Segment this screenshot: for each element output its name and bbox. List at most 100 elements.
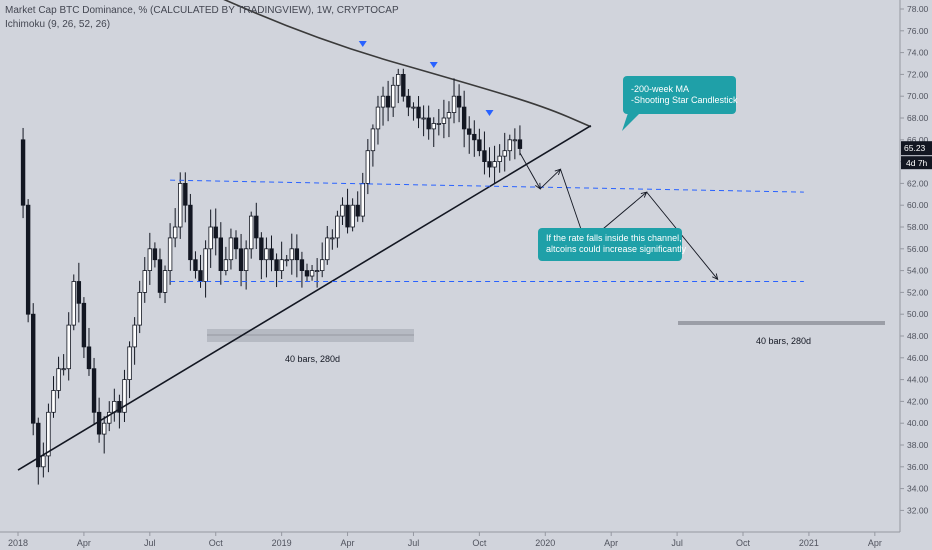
y-tick-label: 60.00 bbox=[907, 200, 929, 210]
candle-down bbox=[213, 226, 218, 239]
candle-up bbox=[101, 422, 107, 435]
candle-up bbox=[147, 248, 153, 272]
candle-up bbox=[497, 155, 502, 162]
support-trendline bbox=[17, 124, 592, 471]
candle-up bbox=[436, 123, 442, 125]
candle-down bbox=[96, 411, 102, 435]
range-label-right: 40 bars, 280d bbox=[756, 336, 812, 346]
candle-up bbox=[411, 106, 416, 109]
countdown-label: 4d 7h bbox=[906, 158, 928, 168]
candle-down bbox=[461, 106, 467, 130]
y-tick-label: 74.00 bbox=[907, 48, 929, 58]
x-tick-label: Oct bbox=[472, 538, 487, 548]
candle-down bbox=[20, 139, 26, 206]
candle-up bbox=[375, 106, 381, 130]
ma-callout[interactable]: -200-week MA -Shooting Star Candlestick bbox=[623, 76, 738, 114]
projection-segment bbox=[646, 191, 719, 280]
y-tick-label: 62.00 bbox=[907, 178, 929, 188]
ma-callout-line-2: -Shooting Star Candlestick bbox=[631, 95, 738, 105]
candle-down bbox=[157, 259, 163, 293]
candle-down bbox=[482, 150, 487, 162]
candle-up bbox=[431, 123, 436, 130]
channel-callout[interactable]: If the rate falls inside this channel, a… bbox=[538, 228, 686, 261]
candle-down bbox=[294, 248, 300, 261]
candle-down bbox=[91, 368, 97, 413]
candle-down bbox=[406, 95, 411, 108]
x-tick-label: 2018 bbox=[8, 538, 28, 548]
candle-up bbox=[284, 259, 289, 262]
y-tick-label: 50.00 bbox=[907, 309, 929, 319]
channel-upper-line bbox=[170, 179, 804, 193]
candle-up bbox=[279, 259, 284, 272]
candle-up bbox=[502, 150, 507, 157]
range-bar-right bbox=[678, 321, 885, 325]
candle-down bbox=[385, 95, 391, 108]
ma-callout-pointer bbox=[622, 113, 640, 131]
candle-down bbox=[86, 346, 92, 370]
candle-down bbox=[345, 204, 350, 228]
y-tick-label: 66.00 bbox=[907, 135, 929, 145]
y-tick-label: 68.00 bbox=[907, 113, 929, 123]
candle-up bbox=[228, 237, 234, 261]
candle-up bbox=[56, 368, 61, 391]
range-label-left: 40 bars, 280d bbox=[285, 354, 341, 364]
candle-down bbox=[198, 270, 203, 282]
x-tick-label: Oct bbox=[736, 538, 751, 548]
candle-down bbox=[304, 270, 310, 277]
candle-down bbox=[299, 259, 305, 272]
x-tick-label: Oct bbox=[209, 538, 224, 548]
candle-up bbox=[61, 368, 66, 371]
candle-down bbox=[467, 128, 472, 135]
candle-down bbox=[487, 161, 492, 168]
candle-up bbox=[172, 226, 178, 239]
candle-up bbox=[178, 182, 183, 228]
channel-callout-line-1: If the rate falls inside this channel, bbox=[546, 233, 682, 243]
candle-up bbox=[360, 182, 365, 217]
x-tick-label: Apr bbox=[604, 538, 618, 548]
candle-up bbox=[365, 150, 371, 184]
candle-up bbox=[396, 74, 401, 86]
y-tick-label: 46.00 bbox=[907, 353, 929, 363]
projection-segment bbox=[539, 168, 561, 190]
y-tick-label: 48.00 bbox=[907, 331, 929, 341]
y-tick-label: 76.00 bbox=[907, 26, 929, 36]
candle-up bbox=[137, 291, 142, 326]
candle-down bbox=[456, 95, 462, 108]
candle-down bbox=[416, 106, 421, 119]
x-tick-label: Apr bbox=[77, 538, 91, 548]
candle-up bbox=[441, 117, 447, 124]
candle-down bbox=[355, 204, 360, 217]
candle-down bbox=[401, 74, 406, 97]
candles bbox=[20, 68, 523, 485]
ma-line bbox=[223, 0, 592, 128]
moving-average-200w bbox=[223, 0, 592, 128]
y-tick-label: 40.00 bbox=[907, 418, 929, 428]
y-tick-label: 58.00 bbox=[907, 222, 929, 232]
candle-down bbox=[274, 259, 279, 272]
candle-down bbox=[517, 139, 523, 149]
y-tick-label: 36.00 bbox=[907, 462, 929, 472]
indicator-label[interactable]: Ichimoku (9, 26, 52, 26) bbox=[5, 19, 111, 30]
candle-up bbox=[51, 390, 56, 413]
top-marker-icon bbox=[429, 62, 438, 68]
y-tick-label: 70.00 bbox=[907, 91, 929, 101]
drawing-lines bbox=[17, 41, 804, 471]
x-tick-label: Jul bbox=[671, 538, 683, 548]
y-tick-label: 54.00 bbox=[907, 266, 929, 276]
candle-up bbox=[390, 84, 396, 108]
y-tick-label: 78.00 bbox=[907, 4, 929, 14]
candle-up bbox=[223, 259, 229, 272]
x-tick-label: Apr bbox=[868, 538, 882, 548]
candle-down bbox=[472, 133, 477, 141]
candle-down bbox=[36, 422, 41, 468]
candle-up bbox=[203, 248, 208, 282]
price-axis-bg bbox=[900, 0, 932, 550]
y-tick-label: 42.00 bbox=[907, 396, 929, 406]
top-marker-icon bbox=[485, 110, 494, 116]
candle-down bbox=[117, 400, 122, 413]
candle-up bbox=[243, 248, 249, 272]
candle-up bbox=[41, 455, 46, 468]
